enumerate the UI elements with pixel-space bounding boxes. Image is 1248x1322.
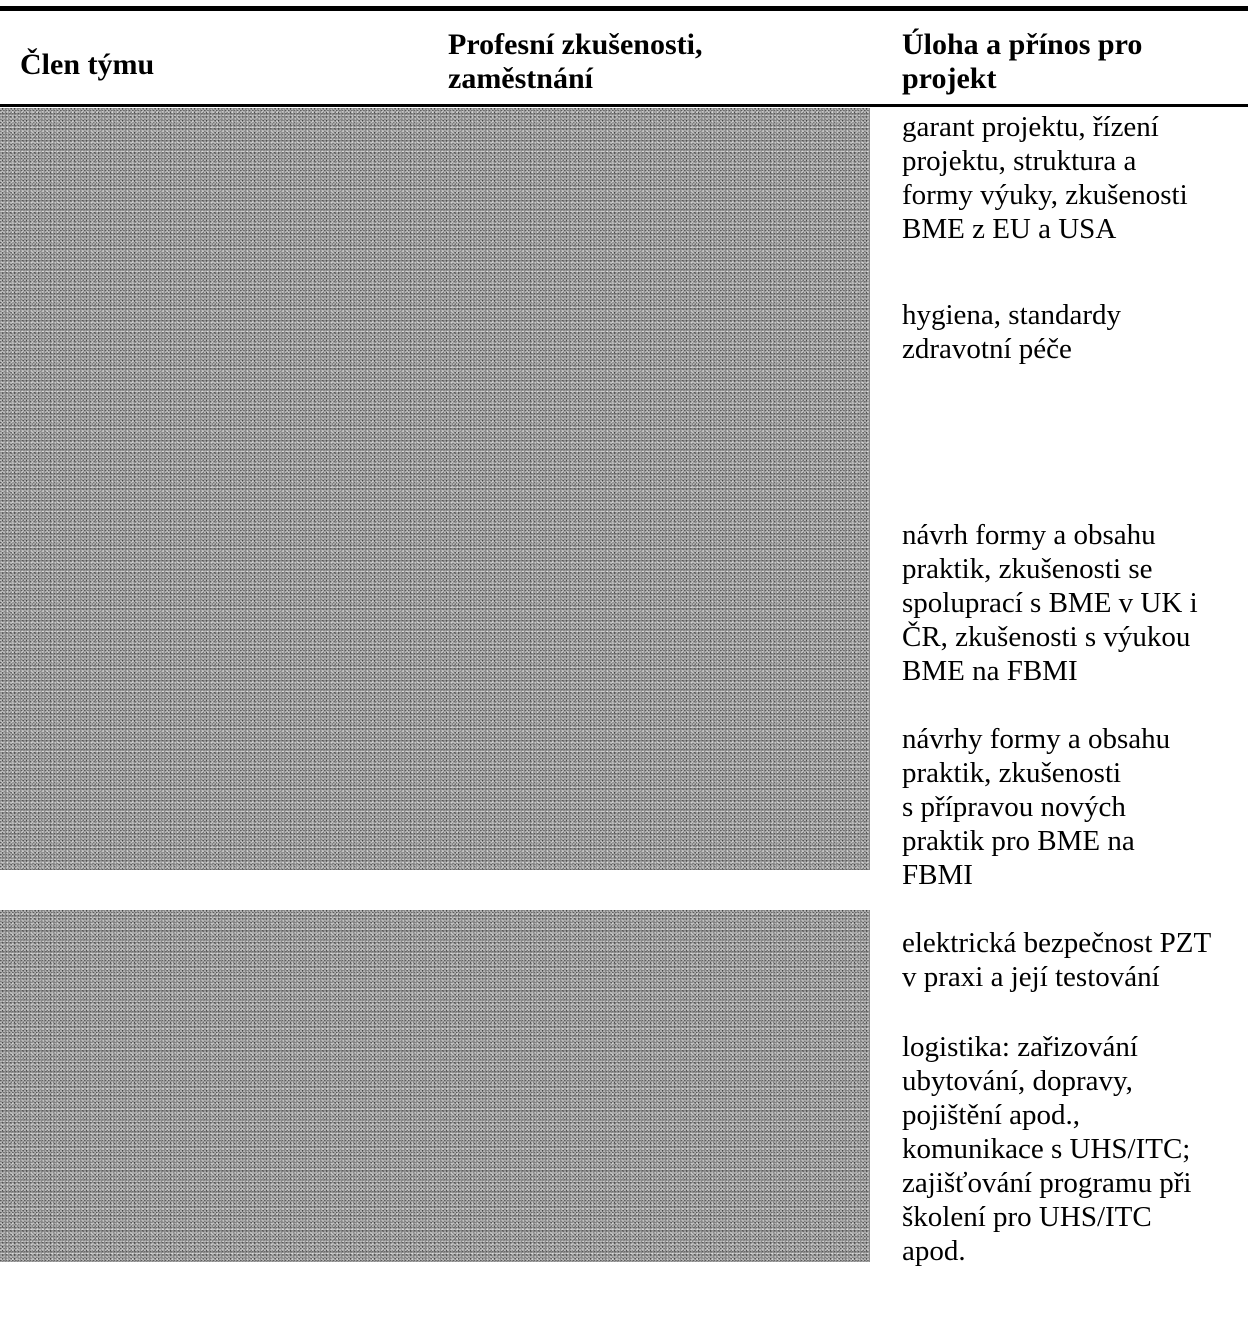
role-cell: návrh formy a obsahu praktik, zkušenosti…	[902, 519, 1198, 687]
role-cell: elektrická bezpečnost PZT v praxi a její…	[902, 927, 1212, 993]
role-cell: garant projektu, řízení projektu, strukt…	[902, 111, 1188, 245]
redacted-block-lower	[0, 910, 870, 1262]
redacted-block-upper	[0, 108, 870, 870]
header-rule	[0, 104, 1248, 107]
role-cell: návrhy formy a obsahu praktik, zkušenost…	[902, 723, 1171, 891]
header-experience: Profesní zkušenosti, zaměstnání	[448, 28, 703, 95]
role-cell: hygiena, standardy zdravotní péče	[902, 299, 1122, 365]
header-role: Úloha a přínos pro projekt	[902, 28, 1143, 95]
table-top-rule	[0, 6, 1248, 11]
header-member: Člen týmu	[20, 48, 155, 81]
role-cell: logistika: zařizování ubytování, dopravy…	[902, 1031, 1192, 1267]
